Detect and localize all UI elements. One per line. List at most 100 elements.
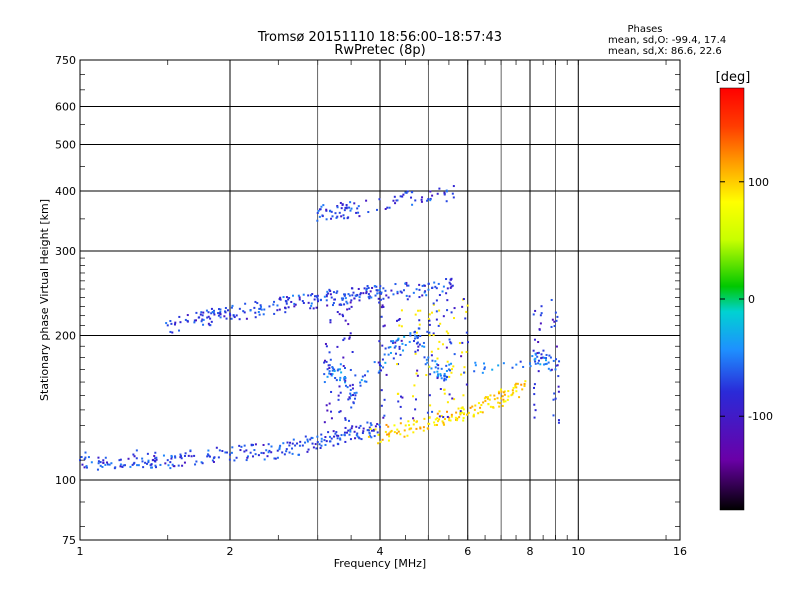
data-point-texture [354,437,357,440]
data-point-texture [424,290,427,293]
data-point-texture [545,357,548,360]
data-point-texture [348,336,351,339]
data-point-texture [83,458,86,461]
data-point-texture [500,388,503,391]
data-point-texture [428,313,431,316]
data-point-texture [262,313,265,316]
data-point-texture [254,300,257,303]
data-point-texture [85,466,88,469]
data-point-texture [97,456,100,459]
data-point-texture [258,307,261,310]
data-point-texture [499,402,502,405]
data-point-texture [349,332,352,335]
data-point-texture [330,217,333,220]
data-point-texture [502,362,505,365]
data-point-texture [154,451,157,454]
data-point-texture [449,283,452,286]
data-point-texture [346,308,349,311]
data-point-texture [338,368,341,371]
data-point-texture [445,376,448,379]
data-point-texture [443,388,446,391]
data-point-texture [346,386,349,389]
data-point-texture [349,392,352,395]
data-point-texture [453,307,456,310]
data-point-texture [326,368,329,371]
data-point-texture [534,409,537,412]
data-point-texture [230,317,233,320]
data-point-texture [413,419,416,422]
data-point-texture [393,346,396,349]
data-point-texture [387,353,390,356]
data-point-texture [406,298,409,301]
data-point-texture [458,416,461,419]
data-point-texture [449,286,452,289]
data-point-texture [453,398,456,401]
data-point-texture [273,300,276,303]
data-point-texture [328,288,331,291]
x-tick-label: 4 [377,545,384,558]
data-point-texture [302,302,305,305]
data-point-texture [396,363,399,366]
data-point-texture [205,309,208,312]
data-point-texture [430,367,433,370]
data-point [193,319,196,322]
data-point-texture [552,398,555,401]
data-point-texture [400,309,403,312]
data-point-texture [328,372,331,375]
data-point-texture [389,351,392,354]
data-point-texture [396,290,399,293]
data-point-texture [415,398,418,401]
data-point-texture [99,464,102,467]
data-point-texture [431,359,434,362]
data-point-texture [401,342,404,345]
x-tick-label: 1 [77,545,84,558]
data-point-texture [376,431,379,434]
data-point-texture [367,295,370,298]
data-point-texture [332,301,335,304]
data-point-texture [353,430,356,433]
data-point-texture [445,346,448,349]
data-point-texture [534,357,537,360]
data-point-texture [312,307,315,310]
data-point-texture [441,343,444,346]
data-point-texture [413,384,416,387]
data-point-texture [474,364,477,367]
data-point-texture [323,295,326,298]
data-point-texture [330,417,333,420]
data-point-texture [298,298,301,301]
data-point-texture [195,460,198,463]
data-point-texture [383,324,386,327]
data-point-texture [219,308,222,311]
data-point-texture [427,288,430,291]
data-point-texture [407,284,410,287]
data-point-texture [442,421,445,424]
data-point-texture [554,311,557,314]
data-point [451,192,454,195]
data-point-texture [352,402,355,405]
data-point-texture [171,331,174,334]
data-point-texture [194,319,197,322]
data-point-texture [547,367,550,370]
data-point-texture [174,456,177,459]
data-point-texture [288,297,291,300]
data-point-texture [187,454,190,457]
colorbar-label: [deg] [716,70,751,85]
data-point-texture [141,457,144,460]
data-point-texture [84,456,87,459]
data-point-texture [399,405,402,408]
data-point-texture [330,374,333,377]
data-point-texture [345,204,348,207]
data-point-texture [335,216,338,219]
data-point-texture [445,330,448,333]
data-point-texture [365,380,368,383]
data-point-texture [250,443,253,446]
data-point-texture [215,446,218,449]
data-point-texture [260,305,263,308]
y-axis-ticks: 75 100 200 300 400 500 600 750 [55,54,680,547]
data-point-texture [169,461,172,464]
data-point-texture [361,432,364,435]
data-point-texture [193,321,196,324]
data-point-texture [342,356,345,359]
data-point-texture [378,198,381,201]
data-point-texture [260,308,263,311]
